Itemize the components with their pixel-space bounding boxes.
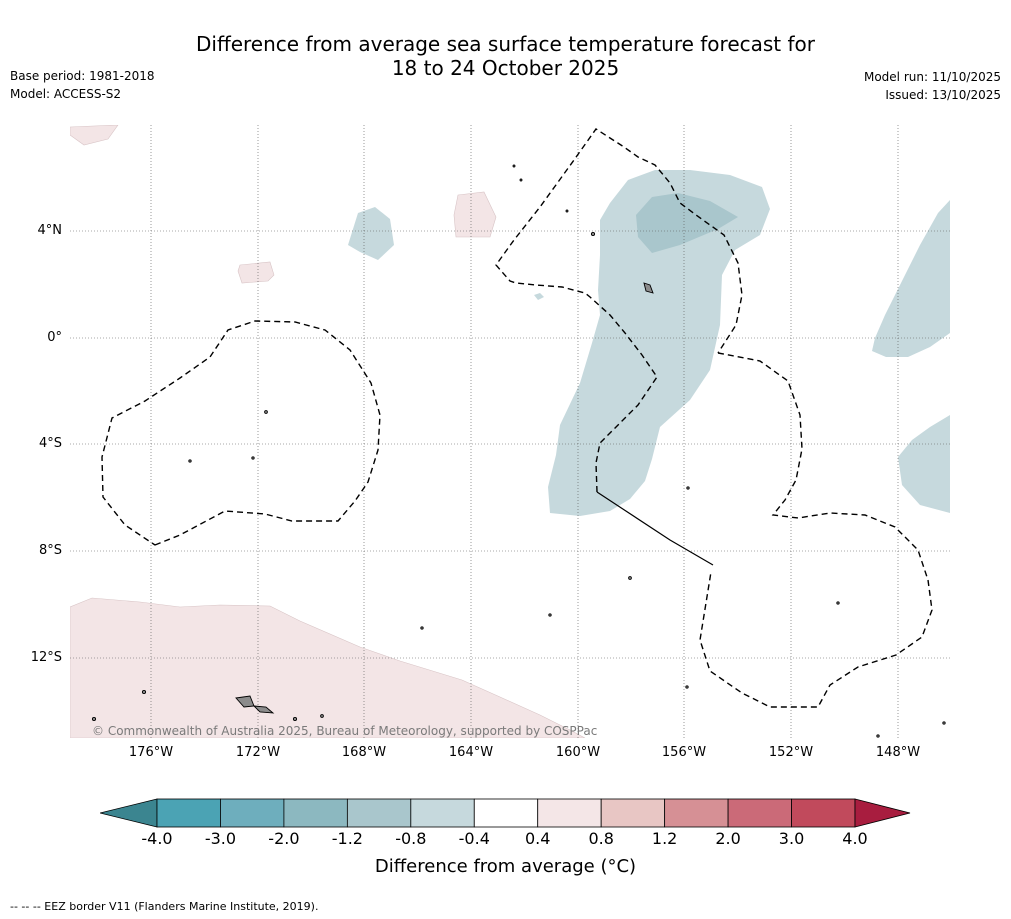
colorbar-tick-label: 3.0 <box>778 829 805 848</box>
lat-label-12s: 12°S <box>30 650 62 665</box>
lon-label-164w: 164°W <box>448 745 494 760</box>
colorbar-cell <box>473 798 539 828</box>
warm-patch-small <box>237 261 275 284</box>
lon-label-156w: 156°W <box>661 745 707 760</box>
warm-patch-south <box>70 597 586 738</box>
eez-central <box>495 128 743 493</box>
colorbar-tick-label: -4.0 <box>141 829 173 848</box>
cool-core-patch <box>636 193 738 253</box>
cool-patch-central <box>548 170 770 516</box>
colorbar-high-extend <box>854 798 911 828</box>
island-christmas <box>643 282 654 294</box>
title-line-1: Difference from average sea surface temp… <box>195 32 815 56</box>
colorbar-tick-label: 0.8 <box>588 829 614 848</box>
colorbar-cell <box>791 798 856 828</box>
island-savaii <box>252 705 275 714</box>
colorbar-tick-label: -3.0 <box>204 829 237 848</box>
colorbar-tick-label: 2.0 <box>715 829 741 848</box>
lon-label-148w: 148°W <box>875 745 921 760</box>
cool-anomaly-areas <box>348 170 950 516</box>
colorbar-cell <box>220 798 285 828</box>
colorbar-cell <box>410 798 475 828</box>
warm-anomaly-areas <box>70 125 586 738</box>
map-title: Difference from average sea surface temp… <box>0 32 1011 80</box>
map-panel: © Commonwealth of Australia 2025, Bureau… <box>70 125 950 738</box>
colorbar-cells <box>156 798 856 828</box>
cool-patch-east-south <box>898 415 950 513</box>
colorbar-cell <box>600 798 666 828</box>
colorbar-cell <box>346 798 412 828</box>
model-name: Model: ACCESS-S2 <box>10 87 122 101</box>
colorbar-tick-label: -0.4 <box>458 829 490 848</box>
colorbar-cell <box>727 798 792 828</box>
meta-left: Base period: 1981-2018 Model: ACCESS-S2 <box>10 67 155 103</box>
colorbar-cell <box>537 798 602 828</box>
colorbar-label: Difference from average (°C) <box>374 856 637 877</box>
colorbar-cell <box>664 798 729 828</box>
lat-label-4s: 4°S <box>38 436 62 451</box>
eez-legend-footer: -- -- -- EEZ border V11 (Flanders Marine… <box>10 900 319 913</box>
colorbar-tick-label: -1.2 <box>331 829 363 848</box>
warm-patch-northwest <box>70 125 119 146</box>
lat-label-4n: 4°N <box>37 223 63 238</box>
eez-west <box>101 320 381 546</box>
lat-label-equator: 0° <box>47 330 62 345</box>
lon-label-172w: 172°W <box>235 745 281 760</box>
colorbar-tick-label: 1.2 <box>651 829 678 848</box>
lon-label-160w: 160°W <box>555 745 601 760</box>
lon-label-176w: 176°W <box>128 745 174 760</box>
title-line-2: 18 to 24 October 2025 <box>391 56 620 80</box>
eez-borders <box>101 128 933 708</box>
copyright-notice: © Commonwealth of Australia 2025, Bureau… <box>92 724 598 738</box>
eez-solid-segment <box>596 491 714 566</box>
colorbar-tick-label: -2.0 <box>268 829 300 848</box>
colorbar-tick-label: 0.4 <box>524 829 551 848</box>
base-period: Base period: 1981-2018 <box>10 69 155 83</box>
lon-label-152w: 152°W <box>768 745 814 760</box>
colorbar-tick-label: 4.0 <box>842 829 868 848</box>
lon-label-168w: 168°W <box>341 745 387 760</box>
graticule <box>70 125 950 738</box>
cool-patch-east-north <box>872 200 950 357</box>
islands <box>91 164 946 738</box>
meta-right: Model run: 11/10/2025 Issued: 13/10/2025 <box>864 68 1001 104</box>
colorbar-tick-label: -0.8 <box>395 829 427 848</box>
lat-label-8s: 8°S <box>38 543 62 558</box>
colorbar <box>100 798 911 828</box>
colorbar-low-extend <box>100 798 158 828</box>
map-canvas <box>70 125 950 738</box>
issued-date: Issued: 13/10/2025 <box>885 88 1001 102</box>
model-run: Model run: 11/10/2025 <box>863 70 1001 84</box>
colorbar-cell <box>156 798 221 828</box>
warm-patch-north <box>453 191 497 238</box>
cool-patch-west <box>348 207 394 260</box>
colorbar-cell <box>283 798 348 828</box>
cool-patch-tiny <box>534 293 544 300</box>
eez-east <box>699 352 933 708</box>
